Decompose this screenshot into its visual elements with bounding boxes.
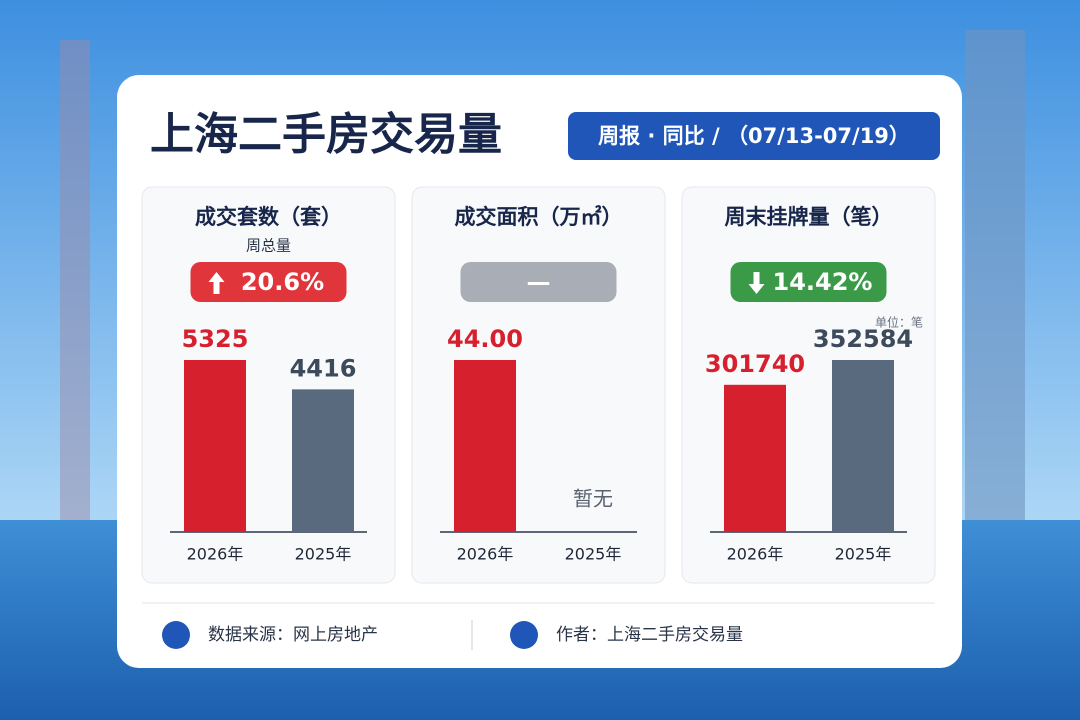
x-tick-label: 2026年 <box>187 545 244 564</box>
x-tick-label: 2025年 <box>565 545 622 564</box>
x-tick-label: 2025年 <box>835 545 892 564</box>
title: 上海二手房交易量 <box>150 109 502 160</box>
source-icon <box>162 621 190 649</box>
source: 数据来源：网上房地产 <box>208 625 378 645</box>
panel <box>681 186 936 584</box>
change-badge <box>190 262 347 302</box>
value-label: 44.00 <box>447 325 523 353</box>
panel-title: 周末挂牌量（笔） <box>725 205 893 229</box>
author-icon <box>510 621 538 649</box>
value-label: 暂无 <box>573 487 613 511</box>
panel-title: 成交面积（万㎡） <box>455 205 623 229</box>
tower <box>965 30 1025 520</box>
badge-text: 周报 · 同比 / （07/13-07/19） <box>598 124 910 148</box>
unit-note: 单位：笔 <box>875 315 923 330</box>
value-label: 352584 <box>813 325 913 353</box>
trend-arrow <box>208 272 225 294</box>
change-value: 20.6% <box>241 268 324 296</box>
bar <box>832 360 894 532</box>
change-badge <box>730 262 887 302</box>
bar <box>184 360 246 532</box>
panel-title: 成交套数（套） <box>195 205 342 229</box>
value-label: 5325 <box>182 325 249 353</box>
change-value: 14.42% <box>773 268 873 296</box>
trend-arrow <box>748 272 765 294</box>
panels: 成交套数（套） 周总量 20.6% 2026年 5325 2025年 4416 成交面积（万㎡… <box>141 186 936 584</box>
author: 作者：上海二手房交易量 <box>556 625 743 645</box>
tower <box>60 40 90 520</box>
badge <box>568 112 940 160</box>
change-badge <box>460 262 617 302</box>
x-tick-label: 2025年 <box>295 545 352 564</box>
bar <box>454 360 516 532</box>
bar <box>724 384 786 532</box>
panel-subtitle: 周总量 <box>246 237 291 255</box>
panel <box>411 186 666 584</box>
change-value: — <box>527 268 551 296</box>
x-tick-label: 2026年 <box>727 545 784 564</box>
bar <box>292 389 354 532</box>
value-label: 301740 <box>705 350 805 378</box>
x-tick-label: 2026年 <box>457 545 514 564</box>
value-label: 4416 <box>290 354 357 382</box>
